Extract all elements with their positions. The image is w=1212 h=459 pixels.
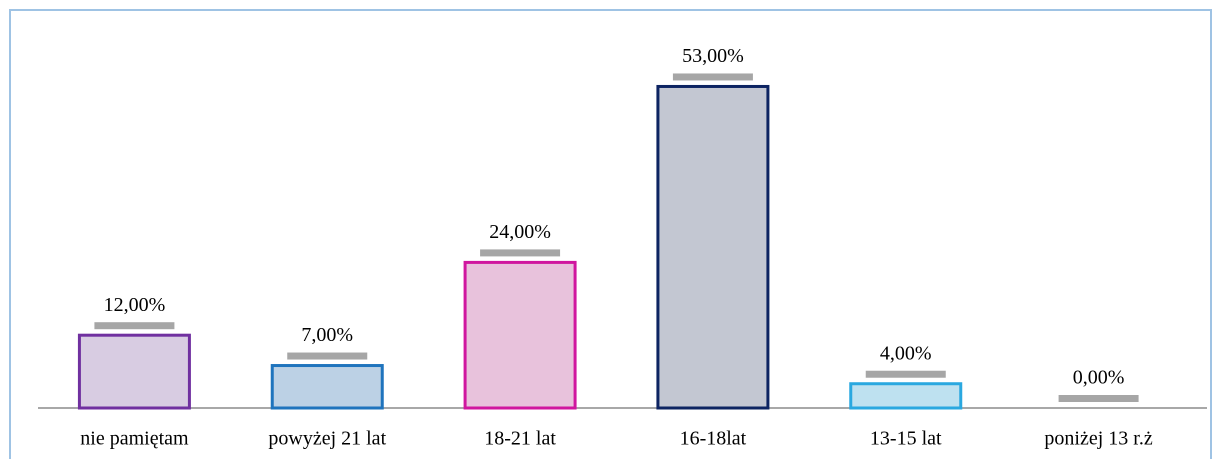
label-box <box>858 339 953 370</box>
value-label: 4,00% <box>880 342 932 364</box>
chart-frame <box>9 9 1212 459</box>
label-shadow <box>94 322 175 330</box>
value-label: 0,00% <box>1073 367 1125 389</box>
bar <box>77 333 191 410</box>
label-box <box>87 291 182 322</box>
x-tick-label: 18-21 lat <box>484 428 556 450</box>
bar <box>849 382 963 410</box>
label-shadow <box>672 73 753 81</box>
label-shadow <box>287 352 368 360</box>
label-box <box>473 218 568 249</box>
label-shadow <box>865 370 946 378</box>
value-label: 53,00% <box>682 45 744 67</box>
x-tick-label: 13-15 lat <box>870 428 942 450</box>
value-label: 24,00% <box>489 221 551 243</box>
x-tick-label: nie pamiętam <box>80 428 189 450</box>
label-shadow <box>1058 395 1139 402</box>
value-label: 12,00% <box>104 294 166 316</box>
value-label: 7,00% <box>301 324 353 346</box>
bar <box>656 84 770 410</box>
label-box <box>1051 364 1146 394</box>
label-shadow <box>480 249 561 257</box>
x-tick-label: 16-18lat <box>680 428 747 450</box>
label-box <box>665 42 760 73</box>
x-tick-label: poniżej 13 r.ż <box>1044 428 1152 450</box>
bar <box>463 260 577 410</box>
label-box <box>280 321 375 352</box>
bar <box>270 364 384 410</box>
x-tick-label: powyżej 21 lat <box>268 428 386 450</box>
